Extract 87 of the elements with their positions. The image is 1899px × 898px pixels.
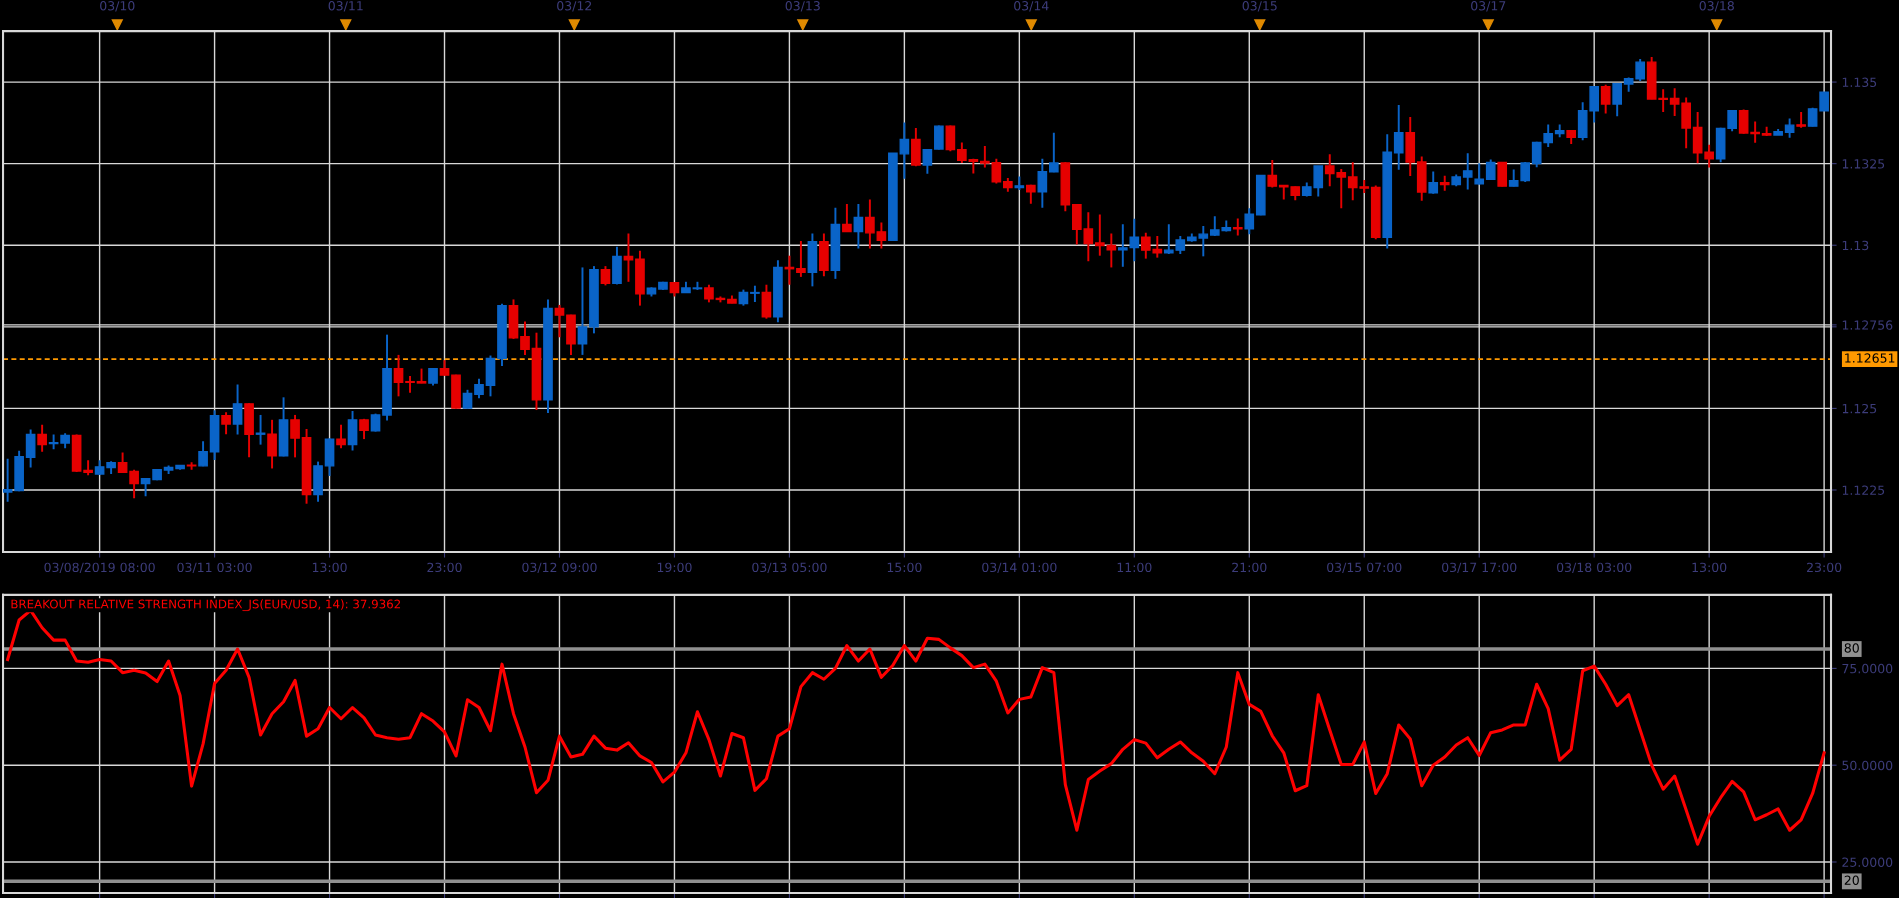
x-tick-label: 15:00 — [887, 562, 922, 573]
text: 03/10 — [100, 1, 135, 12]
candlestick — [1669, 87, 1680, 117]
text: 03/17 — [1471, 1, 1506, 12]
y-tick-label: 1.1225 — [1842, 485, 1885, 495]
candlestick — [945, 124, 956, 153]
text: 03/13 — [785, 1, 820, 12]
candlestick — [129, 468, 139, 500]
x-tick-label: 03/08/2019 08:00 — [44, 562, 155, 574]
y-tick-label: 1.135 — [1842, 77, 1877, 87]
candlestick — [865, 198, 875, 250]
ref-line-label: 20 — [1844, 875, 1859, 885]
candlestick — [842, 203, 852, 233]
candlestick — [957, 141, 967, 164]
candlestick — [37, 423, 47, 453]
candlestick — [267, 418, 277, 470]
candlestick — [520, 320, 530, 356]
candlestick — [474, 377, 484, 400]
y-tick-label: 1.13 — [1842, 240, 1869, 251]
text: 03/18 — [1699, 1, 1734, 12]
candlestick — [980, 145, 990, 169]
candlestick — [221, 411, 231, 436]
candlestick — [462, 388, 473, 410]
text: 03/15 — [1242, 1, 1277, 12]
text: 03/12 — [557, 1, 592, 12]
y-tick-label: 25.0000 — [1842, 857, 1893, 867]
ref-line-label: 1.12651 — [1845, 353, 1895, 363]
candlestick — [554, 303, 565, 339]
candlestick — [1485, 158, 1496, 181]
candlestick — [1784, 117, 1795, 139]
candlestick — [3, 457, 13, 503]
candlestick — [1819, 91, 1829, 112]
x-tick-label: 03/13 05:00 — [752, 562, 827, 574]
candlestick — [1244, 207, 1255, 236]
y-tick-label: 1.12756 — [1842, 320, 1893, 330]
candlestick — [1474, 162, 1485, 186]
candlestick — [1600, 83, 1611, 115]
candlestick — [232, 383, 243, 436]
y-tick-label: 1.125 — [1842, 403, 1877, 414]
candlestick — [1738, 108, 1749, 135]
candlestick — [117, 451, 128, 474]
x-tick-label: 03/12 09:00 — [522, 562, 597, 574]
candlestick — [1037, 157, 1048, 209]
x-tick-label: 03/14 01:00 — [982, 562, 1057, 574]
candlestick — [405, 375, 415, 394]
x-tick-label: 03/15 07:00 — [1327, 562, 1402, 574]
x-tick-label: 03/11 03:00 — [177, 562, 252, 574]
candlestick — [577, 266, 588, 356]
candlestick — [25, 428, 36, 469]
candlestick — [1612, 82, 1623, 118]
candlestick — [1727, 109, 1737, 133]
text: 03/11 — [328, 1, 363, 12]
candlestick — [796, 240, 806, 278]
x-tick-label: 03/18 03:00 — [1557, 562, 1632, 574]
candlestick — [1428, 170, 1439, 195]
x-tick-label: 23:00 — [1807, 562, 1842, 573]
y-tick-label: 1.1325 — [1842, 159, 1885, 169]
y-tick-label: 50.0000 — [1842, 760, 1893, 771]
x-tick-label: 03/17 17:00 — [1442, 562, 1517, 574]
candlestick — [198, 440, 208, 468]
candlestick — [876, 221, 887, 250]
x-tick-label: 13:00 — [1692, 562, 1727, 573]
candlestick — [934, 124, 944, 151]
candlestick — [290, 413, 300, 459]
x-tick-label: 21:00 — [1232, 562, 1267, 573]
chart-title: BREAKOUT RELATIVE STRENGTH INDEX_JS(EUR/USD, 14): 37.9362 — [11, 599, 401, 612]
x-tick-label: 13:00 — [312, 562, 347, 573]
candlestick — [393, 353, 404, 398]
candlestick — [1704, 143, 1714, 169]
candlestick — [336, 423, 346, 450]
candlestick — [853, 203, 864, 250]
x-tick-label: 23:00 — [427, 562, 462, 573]
candlestick — [991, 157, 1002, 185]
candlestick — [1462, 152, 1473, 191]
candlestick — [899, 121, 910, 180]
candlestick — [1267, 159, 1278, 189]
y-tick-label: 75.0000 — [1842, 663, 1893, 674]
text: 03/14 — [1014, 1, 1049, 12]
x-tick-label: 11:00 — [1117, 562, 1152, 573]
candlestick — [922, 148, 933, 175]
x-tick-label: 19:00 — [657, 562, 692, 573]
candlestick — [1497, 161, 1508, 188]
ref-line-label: 80 — [1844, 643, 1859, 653]
candlestick — [1049, 131, 1059, 174]
candlestick — [1393, 103, 1404, 171]
candlestick — [600, 265, 611, 287]
candlestick — [623, 232, 634, 283]
